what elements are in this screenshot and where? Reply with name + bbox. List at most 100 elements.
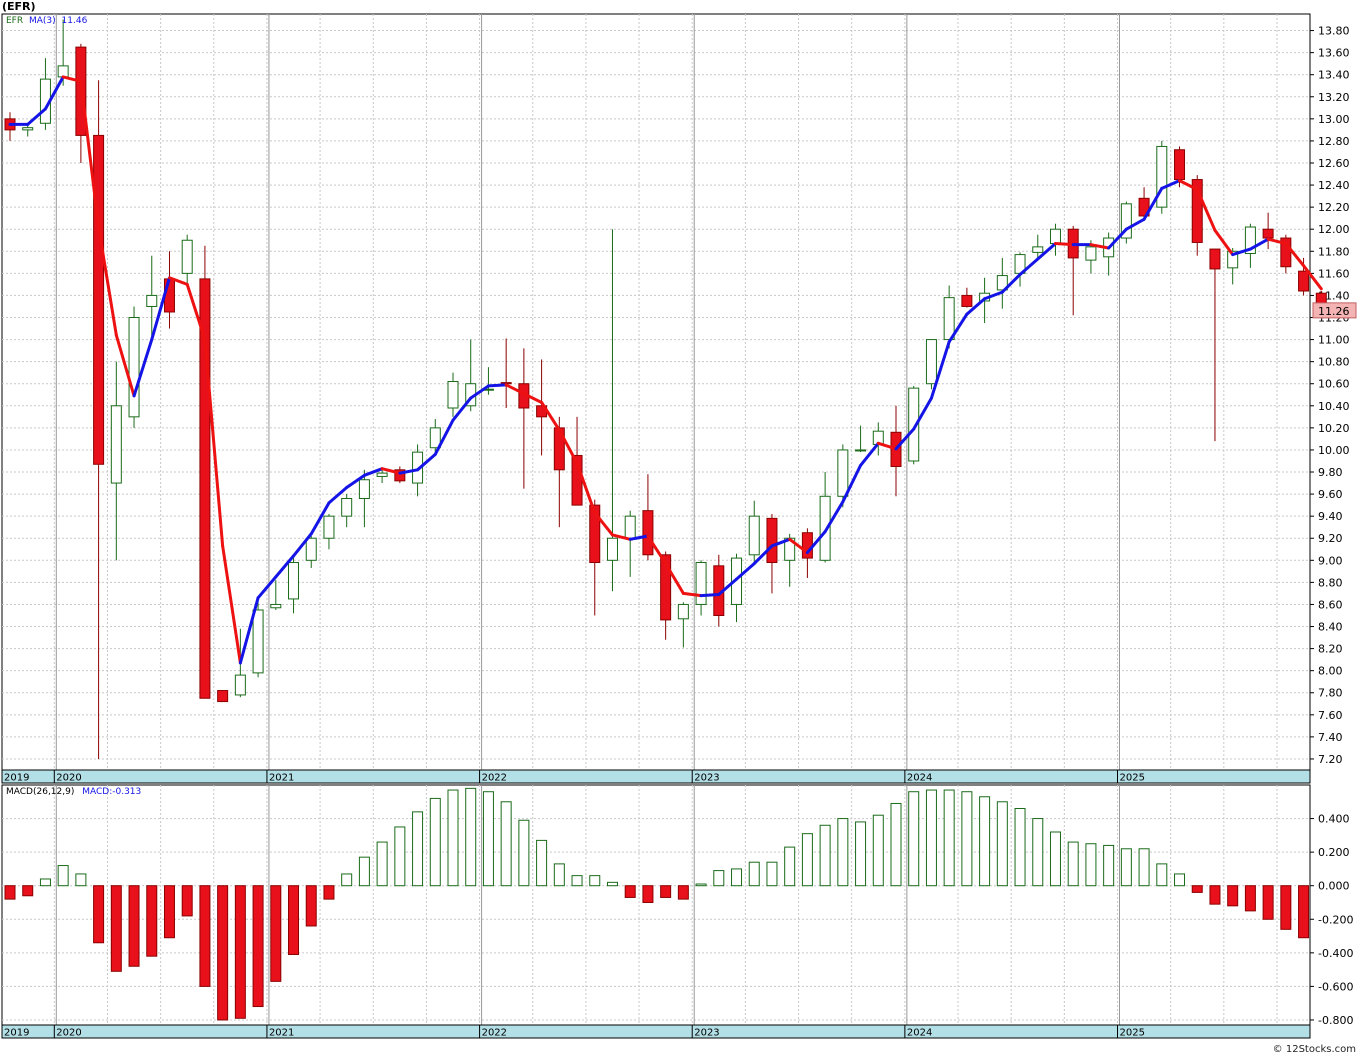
price-tick-label: 7.40 [1318,731,1343,744]
macd-bar-negative [234,885,246,1019]
candle-up [128,317,140,418]
price-year-label: 2020 [56,773,81,784]
ma3-segment [947,312,969,344]
macd-bar-positive [1032,818,1044,887]
macd-tick-label: -0.400 [1318,947,1353,960]
macd-bar-positive [748,861,760,887]
macd-year-label: 2023 [694,1028,719,1039]
ma3-segment [1231,247,1252,257]
price-tick-label: 7.80 [1318,687,1343,700]
macd-bar-negative [305,885,317,927]
macd-bar-positive [801,833,813,887]
macd-bar-negative [110,885,122,972]
macd-bar-negative [323,885,335,900]
macd-year-label: 2022 [482,1028,507,1039]
macd-bar-negative [1209,885,1221,905]
macd-legend: MACD(26,12,9) MACD:-0.313 [6,787,141,797]
candle-up [412,451,424,484]
macd-bar-positive [358,856,370,887]
candle-up [341,498,353,517]
ma3-segment [522,392,544,404]
price-year-label: 2024 [907,773,932,784]
ma3-segment [805,530,827,555]
ma3-segment [1053,242,1075,247]
macd-bar-negative [22,885,34,897]
price-tick-label: 10.20 [1318,422,1350,435]
price-tick-label: 12.00 [1318,223,1350,236]
ma3-segment [646,534,668,566]
macd-bar-positive [482,791,494,887]
price-tick-label: 8.60 [1318,598,1343,611]
ma3-segment [557,428,579,465]
ma3-segment [167,276,189,286]
candle-up [855,449,867,452]
price-tick-label: 8.20 [1318,643,1343,656]
ma3-segment [593,511,614,537]
ma3-segment [859,441,880,467]
candle-down [1209,248,1221,270]
macd-bar-negative [1191,885,1203,893]
macd-bar-positive [872,814,884,887]
price-tick-label: 12.80 [1318,135,1350,148]
macd-bar-negative [146,885,158,957]
ma3-segment [504,383,526,396]
candle-up [677,603,689,620]
macd-bar-positive [1067,841,1079,887]
ma3-segment [664,562,685,595]
macd-bar-positive [855,821,867,887]
ma3-segment [221,544,242,665]
macd-bar-negative [288,885,300,956]
price-tick-label: 9.60 [1318,488,1343,501]
ma3-segment [185,282,207,342]
macd-bar-negative [642,885,654,903]
ma3-segment [398,468,420,475]
macd-bar-positive [465,787,477,887]
ma3-segment [433,418,455,456]
candle-up [110,405,122,484]
macd-bar-positive [1174,873,1186,887]
macd-tick-label: 0.400 [1318,813,1350,826]
ma3-segment [575,461,597,515]
macd-bar-positive [75,873,87,887]
ma3-segment [1036,242,1057,261]
ma3-segment [26,107,47,126]
macd-bar-positive [589,875,601,887]
macd-bar-negative [93,885,105,944]
candle-up [181,239,193,274]
price-tick-label: 11.80 [1318,245,1350,258]
macd-bar-negative [1280,885,1292,930]
ma3-segment [1107,227,1128,250]
candle-up [1120,203,1132,239]
macd-bar-positive [1049,831,1061,887]
price-tick-label: 10.60 [1318,378,1350,391]
macd-panel [1,784,1311,1026]
candle-down [766,517,778,564]
macd-bar-positive [412,811,424,887]
price-tick-label: 11.60 [1318,267,1350,280]
ma3-segment [61,75,83,83]
macd-year-label: 2025 [1120,1028,1145,1039]
candle-up [1156,145,1168,208]
macd-bar-positive [695,883,707,887]
macd-bar-positive [1103,844,1115,887]
macd-bar-negative [1298,885,1310,939]
candle-up [1049,228,1061,245]
ma3-segment [1302,264,1323,291]
candle-up [22,127,34,131]
ma3-segment [451,396,473,422]
candle-up [358,479,370,500]
macd-tick-label: 0.200 [1318,846,1350,859]
ma3-segment [717,577,739,597]
macd-bar-positive [731,868,743,887]
legend-symbol: EFR [6,16,24,26]
macd-bar-positive [1138,848,1150,887]
price-tick-label: 10.80 [1318,356,1350,369]
candle-down [217,690,229,703]
candle-up [819,495,831,561]
price-legend: EFR MA(3) 11.46 [6,16,87,26]
macd-bar-positive [1014,807,1026,887]
macd-date-axis [1,1024,1311,1039]
macd-bar-positive [341,873,353,887]
macd-bar-positive [890,802,902,887]
macd-bar-positive [766,861,778,887]
